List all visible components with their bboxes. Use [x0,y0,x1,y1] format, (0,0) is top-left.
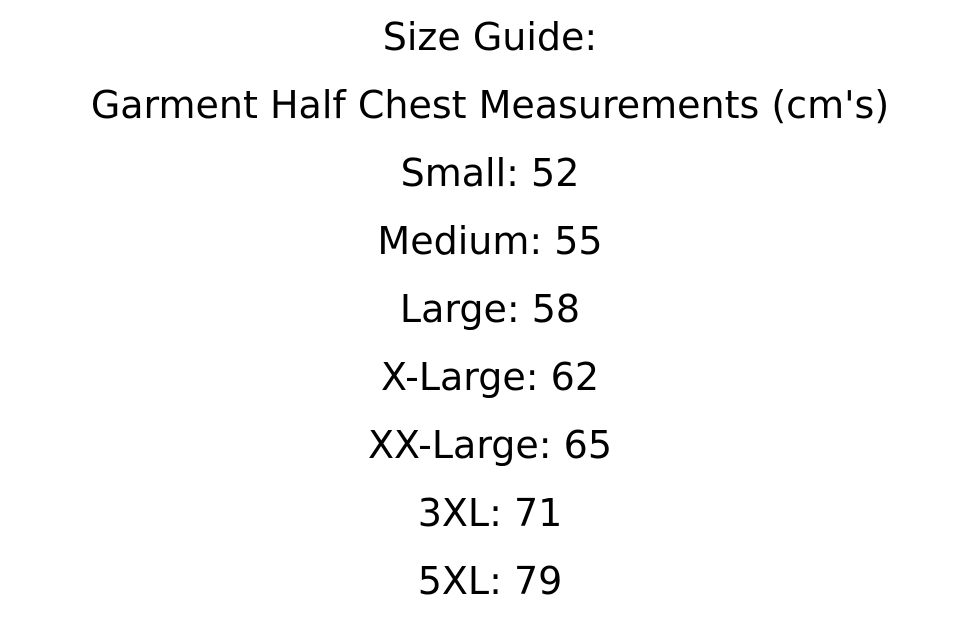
size-guide: Size Guide: Garment Half Chest Measureme… [90,15,890,603]
size-entry-x-large: X-Large: 62 [381,355,599,399]
size-entry-xx-large: XX-Large: 65 [367,423,613,467]
size-entry-3xl: 3XL: 71 [417,491,563,535]
size-entry-5xl: 5XL: 79 [417,559,563,603]
size-entry-small: Small: 52 [400,151,580,195]
size-guide-title: Size Guide: [382,15,598,59]
size-guide-subtitle: Garment Half Chest Measurements (cm's) [90,83,890,127]
size-entry-medium: Medium: 55 [377,219,603,263]
size-entry-large: Large: 58 [399,287,581,331]
